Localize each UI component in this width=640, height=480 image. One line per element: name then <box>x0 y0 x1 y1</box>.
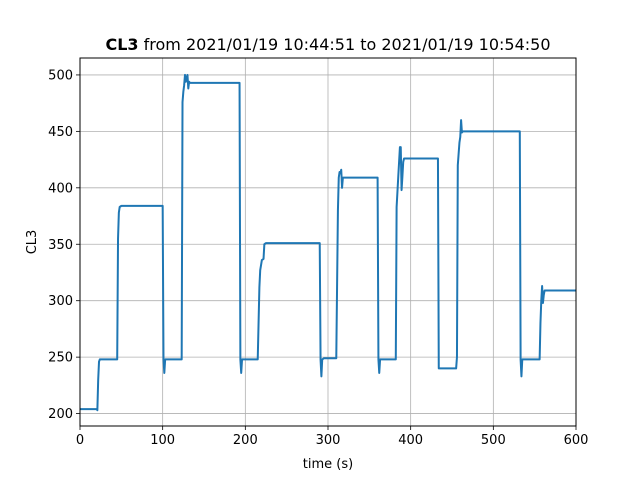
y-tick-label: 200 <box>48 407 73 422</box>
y-tick-label: 350 <box>48 238 73 253</box>
y-axis-label: CL3 <box>25 230 40 255</box>
y-axis: 200 250 300 350 400 450 500 <box>48 68 80 422</box>
y-tick-label: 500 <box>48 68 73 83</box>
series-group <box>80 73 576 412</box>
x-axis-label: time (s) <box>303 457 353 472</box>
chart-title: CL3 from 2021/01/19 10:44:51 to 2021/01/… <box>105 35 550 54</box>
y-tick-label: 250 <box>48 351 73 366</box>
x-tick-label: 200 <box>233 433 258 448</box>
x-tick-label: 600 <box>564 433 589 448</box>
x-tick-label: 500 <box>481 433 506 448</box>
x-tick-label: 400 <box>398 433 423 448</box>
chart-title-bold: CL3 <box>105 35 138 54</box>
y-tick-label: 400 <box>48 181 73 196</box>
chart-title-rest: from 2021/01/19 10:44:51 to 2021/01/19 1… <box>144 35 551 54</box>
y-tick-label: 300 <box>48 294 73 309</box>
series-line <box>80 73 576 412</box>
x-tick-label: 300 <box>316 433 341 448</box>
y-tick-label: 450 <box>48 125 73 140</box>
x-axis: 0 100 200 300 400 500 600 <box>76 426 589 448</box>
x-tick-label: 100 <box>150 433 175 448</box>
x-tick-label: 0 <box>76 433 84 448</box>
